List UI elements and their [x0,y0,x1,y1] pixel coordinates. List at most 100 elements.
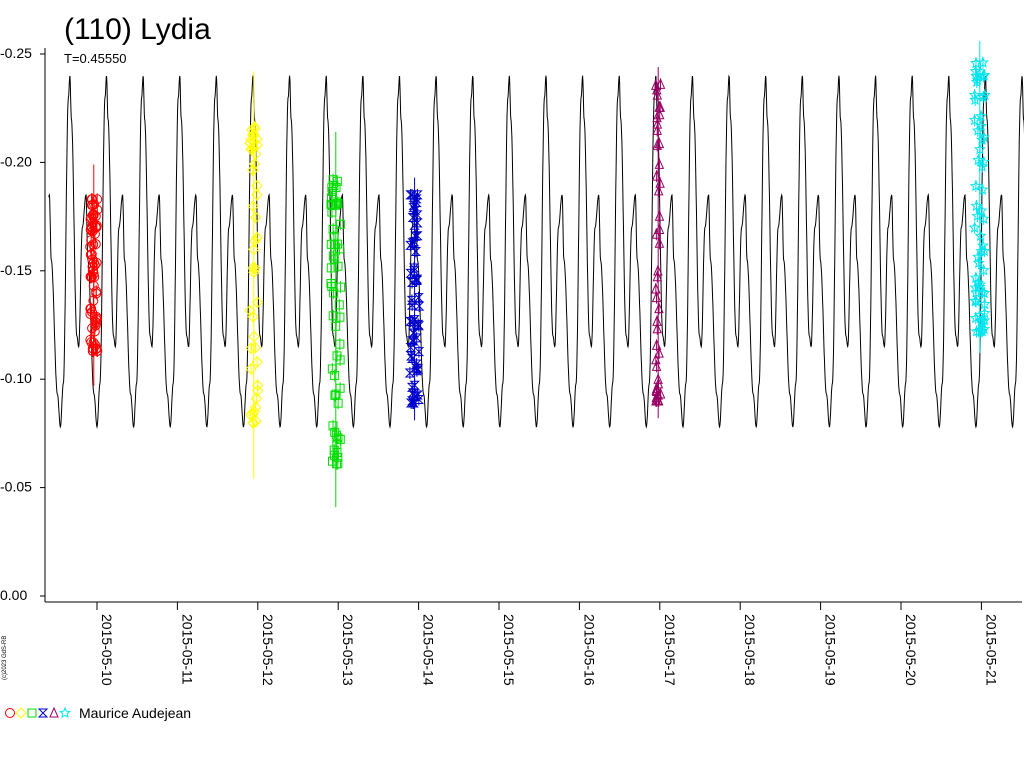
legend-marker [27,708,37,718]
data-point [327,364,337,374]
data-point [977,264,990,276]
data-point [335,219,345,229]
data-point [91,314,102,325]
data-point [332,176,342,186]
data-point [90,222,101,233]
data-point [411,194,422,204]
data-point [251,356,263,368]
data-point [406,295,418,305]
data-point [975,119,988,132]
x-tick-label: 2015-05-21 [983,614,999,686]
data-point [652,124,662,135]
data-point [248,243,260,256]
data-point [328,251,338,261]
data-point [972,250,985,262]
data-point [250,211,262,224]
data-point [244,304,256,317]
data-point [412,364,424,374]
data-point [247,164,259,176]
data-point [90,316,101,327]
data-point [248,330,260,343]
data-point [652,322,663,334]
data-point [977,155,990,168]
x-tick-label: 2015-05-13 [340,614,356,686]
data-point [246,124,258,136]
data-point [85,271,96,282]
data-point [90,344,101,355]
data-point [328,311,338,321]
data-point [329,288,339,298]
data-point [976,324,989,337]
data-point [245,133,257,146]
data-point [87,254,98,265]
data-point [978,244,991,257]
data-point [652,315,662,326]
legend-observer-name: Maurice Audejean [79,705,191,721]
chart-title: (110) Lydia [64,13,211,46]
x-tick-label: 2015-05-16 [581,614,597,686]
data-point [86,337,97,348]
data-point [331,389,341,399]
legend-marker [37,708,49,718]
legend-marker [58,706,72,719]
data-point [653,264,663,276]
x-tick-label: 2015-05-18 [742,614,758,686]
data-point [247,417,260,429]
legend-markers [5,706,72,719]
data-point [247,262,259,274]
data-point [333,459,343,469]
data-point [331,430,341,440]
data-point [654,346,664,358]
data-point [652,111,662,123]
data-point [252,384,264,397]
data-point [251,231,263,244]
data-point [653,373,663,384]
data-point [244,137,256,149]
data-point [978,297,991,310]
x-tick-label: 2015-05-20 [903,614,919,686]
data-point [336,282,346,292]
data-point [249,262,261,275]
copyright-text: (c)2023 GdS-RB [2,636,8,680]
series-2 [326,132,346,508]
data-point [412,231,423,241]
data-point [410,246,422,256]
data-point [248,158,261,170]
data-point [975,133,988,145]
data-point [968,221,981,233]
data-point [969,294,982,307]
y-tick-label: -0.20 [0,153,32,169]
data-point [652,88,663,100]
data-point [85,241,96,252]
data-point [971,209,984,222]
data-point [972,276,985,288]
data-point [654,302,664,314]
x-tick-label: 2015-05-14 [421,614,437,686]
plot-area [48,40,1024,508]
data-point [651,339,662,350]
data-point [408,200,419,210]
data-point [335,355,345,365]
data-point [404,368,416,378]
data-point [976,56,989,68]
data-point [653,184,664,196]
data-point [971,124,984,136]
data-point [87,199,98,210]
x-tick-label: 2015-05-12 [260,614,276,686]
x-tick-label: 2015-05-19 [823,614,839,686]
data-point [330,427,340,437]
data-point [652,83,662,95]
data-point [406,277,418,287]
data-point [327,183,337,193]
data-point [408,336,419,346]
data-point [328,224,338,234]
data-point [335,312,345,322]
data-point [413,394,425,404]
data-point [655,78,666,89]
axes: -0.25 -0.20 -0.15 -0.10 -0.05 0.00 2015-05-10 2… [0,45,1022,686]
data-point [412,218,423,228]
data-point [331,321,341,331]
data-point [412,390,423,400]
data-point [652,270,663,282]
data-point [85,303,96,314]
